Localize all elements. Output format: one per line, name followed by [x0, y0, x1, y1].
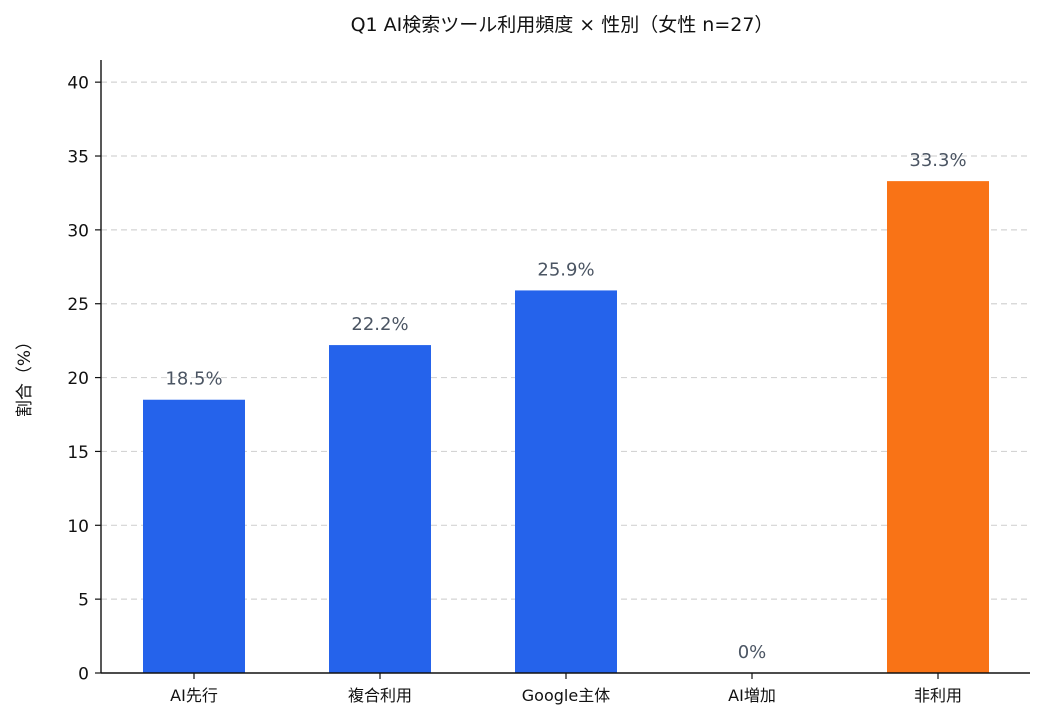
bar — [329, 345, 431, 673]
data-label: 25.9% — [537, 259, 594, 280]
y-axis-label: 割合（%） — [15, 333, 35, 417]
data-label: 18.5% — [165, 369, 222, 390]
chart-title: Q1 AI検索ツール利用頻度 × 性別（女性 n=27） — [351, 14, 774, 36]
x-tick-label: 非利用 — [914, 686, 962, 705]
bar — [515, 290, 617, 673]
y-tick-label: 20 — [67, 369, 89, 389]
y-tick-label: 30 — [67, 221, 89, 241]
data-label: 22.2% — [351, 314, 408, 335]
data-label: 33.3% — [909, 150, 966, 171]
y-tick-label: 15 — [67, 443, 89, 463]
x-tick-label: AI先行 — [170, 686, 218, 705]
x-tick-label: 複合利用 — [348, 686, 412, 705]
y-tick-label: 25 — [67, 295, 89, 315]
y-tick-label: 35 — [67, 148, 89, 168]
labels: 0 5 10 15 20 25 30 35 40 AI先行 18.5% 複合利用 22.2% Google… — [67, 74, 966, 705]
y-tick-label: 10 — [67, 517, 89, 537]
bar — [143, 399, 245, 673]
y-tick-label: 40 — [67, 74, 89, 94]
bar — [887, 181, 989, 673]
bars — [143, 181, 989, 673]
data-label: 0% — [738, 642, 767, 663]
x-tick-label: AI増加 — [728, 686, 776, 705]
y-tick-label: 0 — [78, 665, 89, 685]
x-tick-label: Google主体 — [522, 686, 610, 705]
y-tick-label: 5 — [78, 591, 89, 611]
axes — [95, 60, 1030, 679]
